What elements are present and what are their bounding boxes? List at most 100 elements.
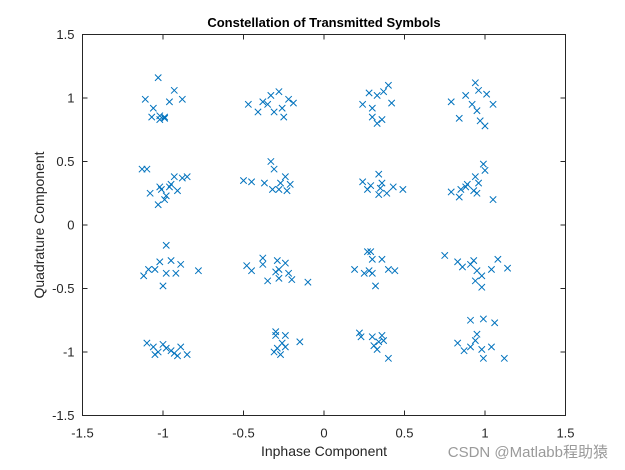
symbol-point [267,91,275,100]
symbol-point [273,257,281,265]
symbol-point [373,119,381,127]
symbol-point [365,267,373,275]
symbol-point [351,265,359,274]
symbol-point [391,267,399,275]
symbol-point [460,347,468,355]
symbol-point [143,339,151,347]
symbol-point [489,196,497,204]
symbol-point [304,278,312,286]
symbol-point [156,258,164,266]
symbol-point [473,107,481,115]
symbol-point [500,354,508,362]
symbol-point [172,269,180,277]
x-tick-label: -0.5 [232,426,254,441]
symbol-point [275,88,283,96]
y-tick-label: -0.5 [52,281,74,296]
symbol-point [478,272,486,280]
symbol-point [140,272,148,280]
symbol-point [141,95,149,103]
symbol-point [447,98,455,106]
symbol-point [384,265,392,274]
symbol-point [380,88,388,96]
symbol-point [378,255,386,263]
symbol-point [473,330,481,338]
symbol-point [264,277,272,285]
symbol-point [481,166,489,174]
symbol-point [183,173,191,181]
symbol-point [383,189,391,197]
symbol-point [244,100,252,108]
symbol-point [270,165,278,173]
symbol-point [471,277,479,285]
symbol-point [475,179,483,187]
symbol-point [357,333,365,341]
symbol-point [491,319,499,327]
symbol-point [275,274,283,282]
symbol-point [247,178,256,186]
y-axis-ticks: -1.5 -1 -0.5 0 0.5 1 1.5 [52,27,566,423]
symbol-point [373,345,381,354]
symbol-point [194,267,202,275]
symbol-point [380,337,388,345]
chart-title: Constellation of Transmitted Symbols [207,15,440,30]
symbol-point [177,343,185,351]
symbol-point [455,114,463,122]
symbol-point [143,165,151,173]
symbol-point [259,98,267,106]
symbol-point [281,259,289,267]
symbol-point [280,113,288,121]
symbol-point [378,179,386,187]
y-tick-label: 0 [67,218,74,233]
symbol-point [283,187,291,195]
symbol-point [272,268,280,276]
y-tick-label: -1 [63,345,75,360]
symbol-point [260,179,268,187]
x-tick-label: -1 [157,426,169,441]
symbol-point [457,185,465,193]
symbol-point [183,350,191,359]
symbol-point [162,344,170,352]
y-tick-label: -1.5 [52,408,74,423]
symbol-point [368,333,376,341]
symbol-point [285,95,293,103]
symbol-point [466,316,475,324]
symbol-point [267,157,275,166]
symbol-point [144,265,153,274]
symbol-point [272,331,280,340]
symbol-point [288,276,296,284]
symbol-point [371,282,380,290]
symbol-point [462,91,470,100]
symbol-point [161,196,169,204]
symbol-point [259,254,267,262]
symbol-point [489,100,497,108]
x-axis-ticks: -1.5 -1 -0.5 0 0.5 1 1.5 [71,34,575,441]
symbol-point [360,269,368,277]
symbol-point [148,113,156,121]
symbol-point [373,91,381,100]
symbol-point [479,315,487,323]
symbol-point [363,185,372,193]
symbol-point [471,337,479,345]
symbol-point [466,343,475,351]
symbol-point [276,179,285,187]
symbol-point [281,331,289,340]
symbol-point [471,173,479,181]
symbol-point [478,283,486,291]
symbol-point [468,100,476,108]
x-tick-label: -1.5 [71,426,93,441]
y-tick-label: 0.5 [56,154,74,169]
symbol-point [165,98,173,106]
symbol-point [151,265,159,274]
symbol-point [156,116,164,124]
symbol-point [173,187,182,195]
symbol-point [254,108,262,116]
symbol-point [475,86,483,94]
symbol-point [388,99,396,107]
symbol-point [167,257,175,265]
symbol-point [375,190,383,199]
symbol-point [154,74,162,82]
symbol-point [478,345,486,354]
symbol-point [471,79,479,87]
symbol-point [399,185,407,193]
symbol-point [470,257,478,265]
